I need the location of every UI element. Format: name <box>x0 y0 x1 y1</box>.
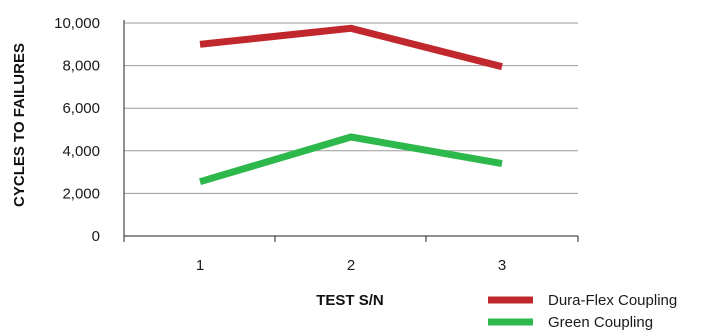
x-tick-label: 2 <box>347 257 355 274</box>
x-axis-title: TEST S/N <box>316 292 384 309</box>
legend: Dura-Flex Coupling Green Coupling <box>488 292 677 331</box>
x-tick-label: 1 <box>196 257 204 274</box>
y-tick-labels: 0 2,000 4,000 6,000 8,000 10,000 <box>54 15 100 245</box>
y-tick-label: 4,000 <box>62 143 100 160</box>
legend-label: Green Coupling <box>548 314 653 331</box>
x-tick-label: 3 <box>498 257 506 274</box>
legend-label: Dura-Flex Coupling <box>548 292 677 309</box>
y-tick-label: 6,000 <box>62 100 100 117</box>
series-line-1 <box>199 24 503 71</box>
x-tick-labels: 1 2 3 <box>196 257 506 274</box>
y-tick-label: 2,000 <box>62 185 100 202</box>
y-tick-label: 8,000 <box>62 58 100 75</box>
series-line-2 <box>199 133 503 186</box>
data-series <box>199 24 503 186</box>
gridlines <box>124 22 578 194</box>
y-tick-label: 10,000 <box>54 15 100 32</box>
axes <box>123 20 579 242</box>
y-tick-label: 0 <box>92 228 100 245</box>
y-axis-title: CYCLES TO FAILURES <box>11 43 28 207</box>
